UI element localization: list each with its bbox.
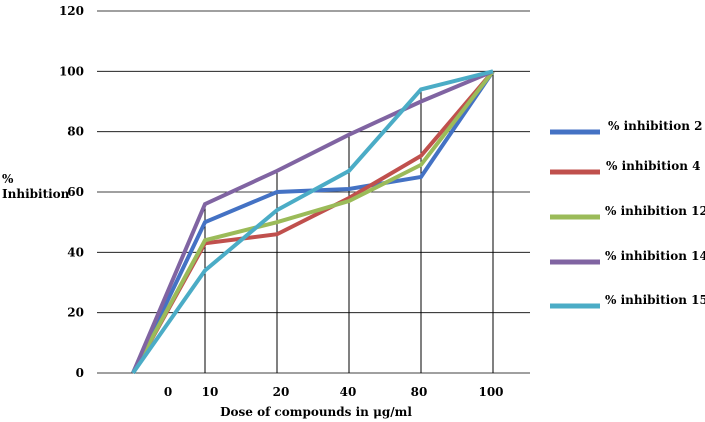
series-line-2: [131, 70, 495, 374]
legend-label-5: % inhibition 15: [605, 293, 705, 307]
y-tick-label-20: 20: [67, 306, 84, 320]
legend: % inhibition 2 % inhibition 4 % inhibition…: [550, 119, 705, 309]
x-tick-label-4: 80: [411, 385, 428, 399]
y-tick-label-80: 80: [67, 125, 84, 139]
drop-lines: [204, 71, 494, 373]
legend-label-3: % inhibition 12: [605, 204, 705, 218]
series-lines: [131, 69, 495, 375]
x-tick-labels: 0 10 20 40 80 100: [164, 385, 504, 399]
x-tick-label-3: 40: [340, 385, 357, 399]
y-tick-label-40: 40: [67, 245, 84, 259]
y-tick-label-0: 0: [76, 366, 84, 380]
y-axis-label-line1: %: [2, 172, 14, 186]
y-tick-label-60: 60: [67, 185, 84, 199]
y-axis-label-line2: Inhibition: [2, 187, 70, 201]
y-tick-labels: 0 20 40 60 80 100 120: [59, 4, 84, 380]
series-line-5: [131, 69, 494, 375]
x-tick-label-0: 0: [164, 385, 172, 399]
legend-label-2: % inhibition 4: [606, 159, 700, 173]
y-tick-label-120: 120: [59, 4, 84, 18]
legend-label-4: % inhibition 14: [605, 249, 705, 263]
legend-label-1: % inhibition 2: [608, 119, 702, 133]
series-line-4: [131, 69, 494, 374]
x-axis-label: Dose of compounds in μg/ml: [220, 405, 412, 419]
grid-lines: [97, 10, 530, 374]
x-tick-label-2: 20: [273, 385, 290, 399]
x-tick-label-5: 100: [478, 385, 503, 399]
series-line-3: [131, 70, 495, 374]
series-line-1: [131, 70, 495, 374]
y-tick-label-100: 100: [59, 64, 84, 78]
x-tick-label-1: 10: [202, 385, 219, 399]
